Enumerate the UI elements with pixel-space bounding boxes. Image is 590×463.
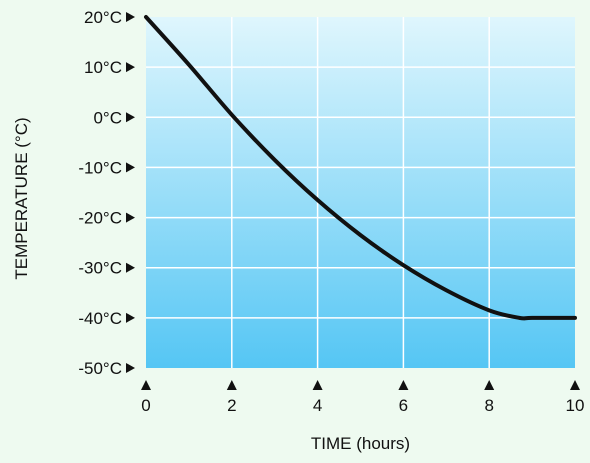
grid-lines	[146, 17, 575, 368]
y-tick-label: 10°C	[84, 58, 122, 77]
x-tick-marker	[398, 380, 409, 390]
x-tick-label: 10	[566, 396, 585, 415]
y-tick-marker	[126, 12, 135, 22]
x-axis-title: TIME (hours)	[311, 434, 410, 453]
axis-markers	[126, 12, 580, 390]
y-tick-marker	[126, 212, 135, 223]
tick-labels: 0 2 4 6 8 10 20°C 10°C 0°C -10°C -20°C -30°C -40°C -5…	[78, 8, 584, 415]
y-tick-marker	[126, 262, 135, 273]
x-tick-marker	[484, 380, 495, 390]
x-tick-marker	[141, 380, 151, 390]
y-tick-marker	[126, 312, 135, 323]
y-tick-marker	[126, 112, 135, 123]
y-tick-label: 20°C	[84, 8, 122, 27]
y-tick-label: -50°C	[78, 359, 122, 378]
y-tick-label: -20°C	[78, 209, 122, 228]
plot-area	[146, 17, 575, 368]
x-tick-label: 0	[141, 396, 150, 415]
x-tick-marker	[312, 380, 323, 390]
y-tick-label: 0°C	[93, 108, 122, 127]
y-tick-label: -30°C	[78, 259, 122, 278]
x-tick-marker	[570, 380, 580, 390]
y-tick-marker	[126, 162, 135, 173]
temperature-curve	[144, 15, 577, 321]
y-tick-label: -40°C	[78, 309, 122, 328]
y-tick-label: -10°C	[78, 158, 122, 177]
x-tick-label: 8	[484, 396, 493, 415]
x-tick-label: 6	[399, 396, 408, 415]
y-tick-marker	[126, 62, 135, 73]
x-tick-label: 2	[227, 396, 236, 415]
x-tick-label: 4	[313, 396, 322, 415]
y-tick-marker	[126, 363, 135, 373]
x-tick-marker	[226, 380, 237, 390]
y-axis-title: TEMPERATURE (°C)	[12, 117, 31, 279]
